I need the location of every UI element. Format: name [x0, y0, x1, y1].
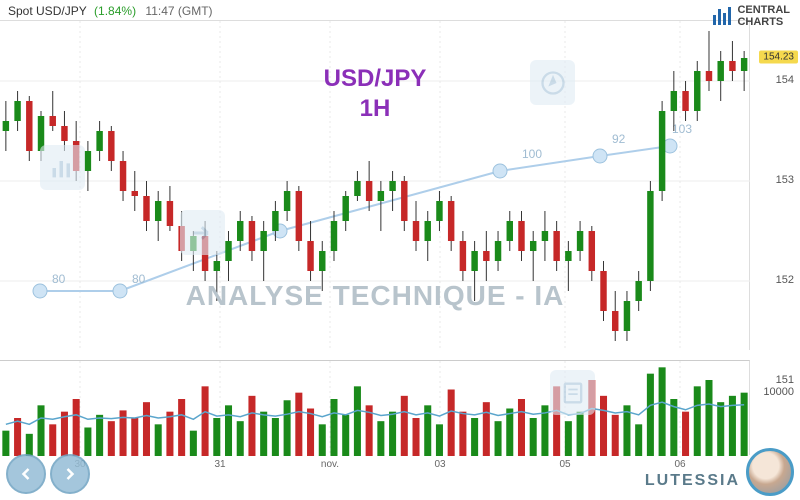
svg-text:103: 103	[672, 122, 692, 136]
vol-y-tick: 10000	[763, 386, 794, 398]
chart-header: Spot USD/JPY (1.84%) 11:47 (GMT)	[8, 4, 213, 18]
volume-svg	[0, 361, 750, 456]
y-tick-label: 154	[776, 74, 794, 86]
symbol-label: Spot USD/JPY	[8, 4, 87, 18]
pair-title: USD/JPY	[0, 65, 750, 93]
volume-chart-area[interactable]	[0, 360, 750, 455]
x-tick-label: 31	[214, 459, 225, 470]
x-tick-label: 06	[674, 459, 685, 470]
y-tick-label: 152	[776, 274, 794, 286]
time-x-axis: 3031nov.030506	[0, 455, 750, 475]
svg-text:92: 92	[612, 132, 626, 146]
x-tick-label: 03	[434, 459, 445, 470]
x-tick-label: nov.	[321, 459, 339, 470]
price-y-axis: 151152153154154.23	[750, 20, 800, 350]
last-price-badge: 154.23	[759, 51, 798, 64]
logo-bars-icon	[713, 7, 731, 25]
timestamp: 11:47 (GMT)	[145, 4, 212, 18]
y-tick-label: 153	[776, 174, 794, 186]
watermark-text: ANALYSE TECHNIQUE - IA	[0, 280, 750, 312]
pct-change: (1.84%)	[94, 4, 136, 18]
x-tick-label: 05	[559, 459, 570, 470]
nav-fwd-icon[interactable]	[50, 454, 90, 494]
volume-y-axis: 10000	[750, 360, 800, 455]
footer-nav-icons	[6, 454, 90, 494]
wm-arrow-icon	[180, 210, 225, 255]
logo-text: CENTRALCHARTS	[737, 4, 790, 28]
wm-doc-icon	[550, 370, 595, 415]
wm-bars-icon	[40, 145, 85, 190]
brand-logo: CENTRALCHARTS	[713, 4, 790, 28]
svg-text:100: 100	[522, 147, 542, 161]
nav-back-icon[interactable]	[6, 454, 46, 494]
timeframe-title: 1H	[0, 95, 750, 123]
footer-brand: LUTESSIA	[645, 472, 740, 490]
avatar[interactable]	[746, 448, 794, 496]
